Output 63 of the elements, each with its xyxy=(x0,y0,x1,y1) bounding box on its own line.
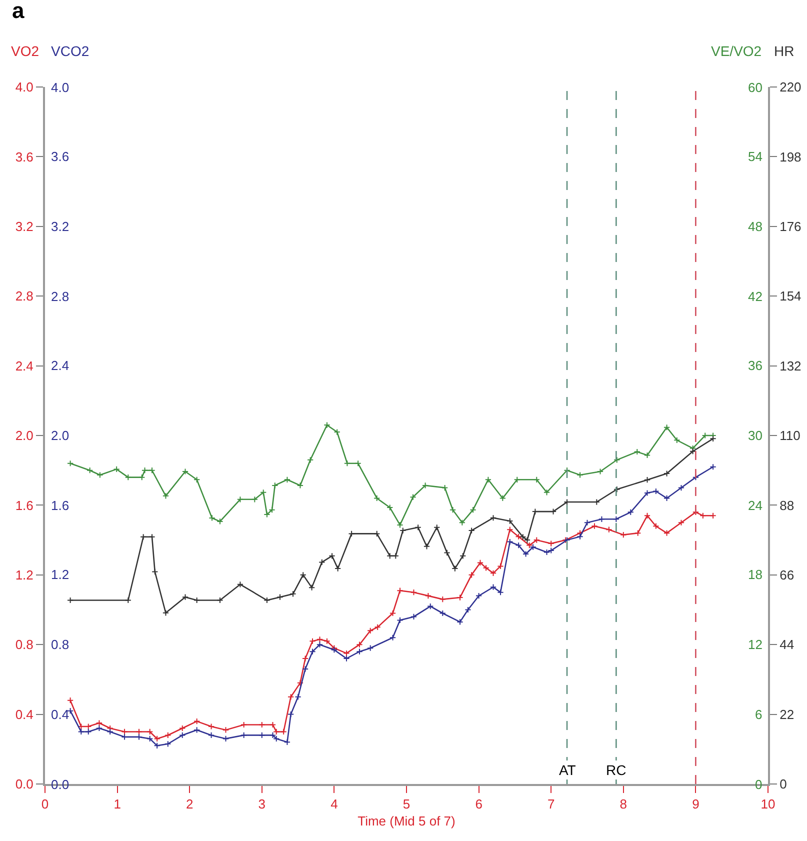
y2-tick-label: 36 xyxy=(748,358,762,373)
y-tick-label: 4.0 xyxy=(51,80,70,95)
y3-tick-label: 154 xyxy=(780,288,802,304)
y-tick-label: 2.0 xyxy=(51,428,70,443)
text: 2.8 xyxy=(15,288,34,304)
x-tick-label: 8 xyxy=(620,796,628,812)
x-tick-label: 1 xyxy=(114,796,121,812)
text: a xyxy=(12,0,25,23)
y3-tick-label: 220 xyxy=(780,80,802,95)
x-tick-label: 9 xyxy=(692,796,700,812)
y2-tick-label: 30 xyxy=(748,428,762,443)
y2-tick-label: 12 xyxy=(748,637,762,652)
y3-tick-label: 66 xyxy=(780,567,794,582)
ref-line-label: AT xyxy=(559,762,576,778)
y2-tick-label: 24 xyxy=(748,498,762,513)
text: VCO2 xyxy=(51,43,90,59)
ref-line-label: RC xyxy=(606,762,626,778)
text: 3.6 xyxy=(15,149,34,164)
y3-tick-label: 110 xyxy=(780,428,800,444)
y-tick-label: 0.4 xyxy=(51,707,70,722)
y3-tick-label: 176 xyxy=(780,218,802,234)
y-tick-label: 2.4 xyxy=(51,358,70,373)
x-tick-label: 3 xyxy=(258,796,266,812)
x-tick-label: 2 xyxy=(186,796,194,812)
y2-tick-label: 48 xyxy=(748,219,762,234)
y2-tick-label: 6 xyxy=(755,707,762,722)
text: 0.8 xyxy=(15,637,34,652)
text: 4.0 xyxy=(15,80,34,95)
text: 2.4 xyxy=(15,358,34,374)
text: VE/VO2 xyxy=(711,43,762,59)
y-tick-label: 1.2 xyxy=(51,567,70,582)
x-tick-label: 7 xyxy=(547,796,555,812)
y-tick-label: 2.8 xyxy=(51,289,70,304)
y-tick-label: 1.6 xyxy=(51,498,70,513)
text: 3.2 xyxy=(15,218,34,234)
y2-tick-label: 60 xyxy=(748,80,762,95)
x-tick-label: 5 xyxy=(402,796,410,812)
text: 1.6 xyxy=(15,498,34,513)
y3-tick-label: 198 xyxy=(780,149,802,164)
y-tick-label: 0.8 xyxy=(51,637,70,652)
x-tick-label: 6 xyxy=(475,796,482,812)
y-tick-label: 0.0 xyxy=(51,777,70,792)
y2-tick-label: 42 xyxy=(748,289,762,304)
y3-tick-label: 44 xyxy=(780,637,794,652)
y-tick-label: 3.6 xyxy=(51,149,70,164)
y2-tick-label: 54 xyxy=(748,149,762,164)
y3-tick-label: 132 xyxy=(780,358,802,374)
x-axis-title: Time (Mid 5 of 7) xyxy=(358,814,456,829)
y3-tick-label: 88 xyxy=(780,498,794,513)
text: HR xyxy=(774,43,794,59)
x-tick-label: 10 xyxy=(760,796,776,812)
text: 0.4 xyxy=(15,706,34,722)
text: 2.0 xyxy=(15,428,34,444)
x-tick-label: 4 xyxy=(330,796,338,812)
y-tick-label: 3.2 xyxy=(51,219,70,234)
text: VO2 xyxy=(11,43,40,59)
y3-tick-label: 22 xyxy=(780,706,794,722)
text: 0.0 xyxy=(15,776,34,792)
x-tick-label: 0 xyxy=(41,796,49,812)
text: 1.2 xyxy=(15,567,34,582)
y2-tick-label: 18 xyxy=(748,567,762,582)
y3-tick-label: 0 xyxy=(780,776,787,792)
y2-tick-label: 0 xyxy=(755,777,762,792)
